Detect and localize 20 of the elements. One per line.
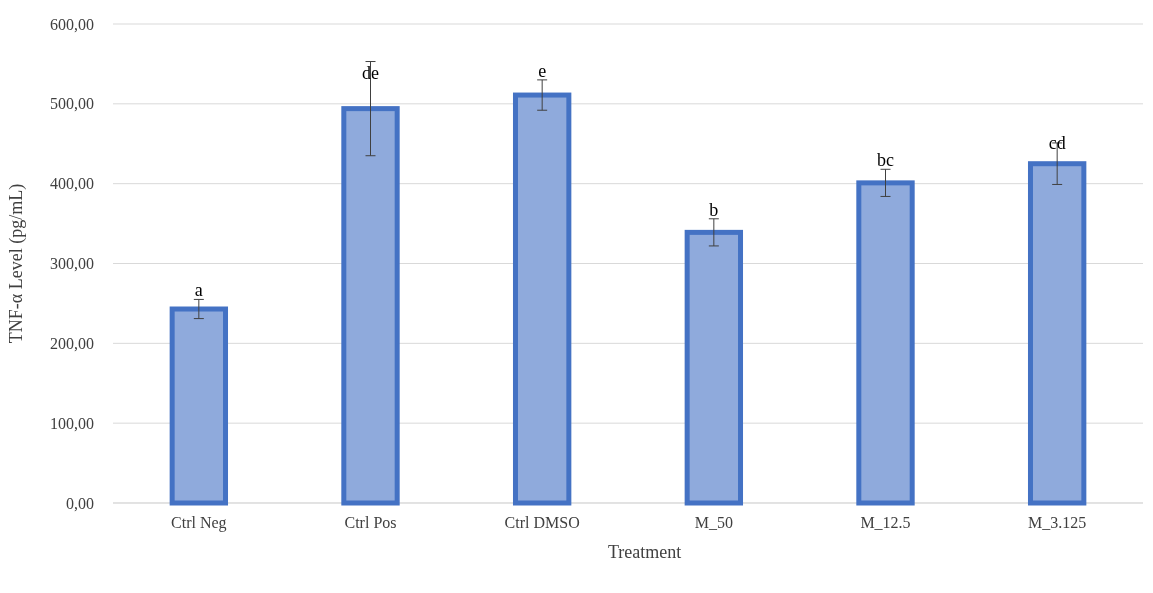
y-tick-label: 300,00 [50, 255, 94, 273]
y-tick-label: 200,00 [50, 334, 94, 352]
y-tick-label: 600,00 [50, 15, 94, 33]
x-tick-label: M_12.5 [860, 514, 911, 531]
x-tick-label: Ctrl DMSO [504, 514, 580, 531]
x-axis-title: Treatment [607, 542, 682, 562]
annotation: bc [877, 150, 894, 171]
x-tick-label: M_3.125 [1028, 514, 1087, 531]
annotation: e [538, 60, 547, 81]
y-tick-label: 0,00 [66, 494, 94, 512]
annotation: b [709, 199, 719, 220]
annotation: cd [1048, 132, 1066, 153]
y-tick-label: 500,00 [50, 95, 94, 113]
y-axis-title: TNF-α Level (pg/mL) [6, 183, 27, 344]
annotation: a [194, 280, 203, 301]
x-tick-label: Ctrl Pos [344, 514, 397, 531]
x-tick-label: M_50 [694, 514, 733, 531]
y-tick-label: 100,00 [50, 414, 94, 432]
y-tick-label: 400,00 [50, 175, 94, 193]
x-tick-label: Ctrl Neg [171, 514, 227, 532]
